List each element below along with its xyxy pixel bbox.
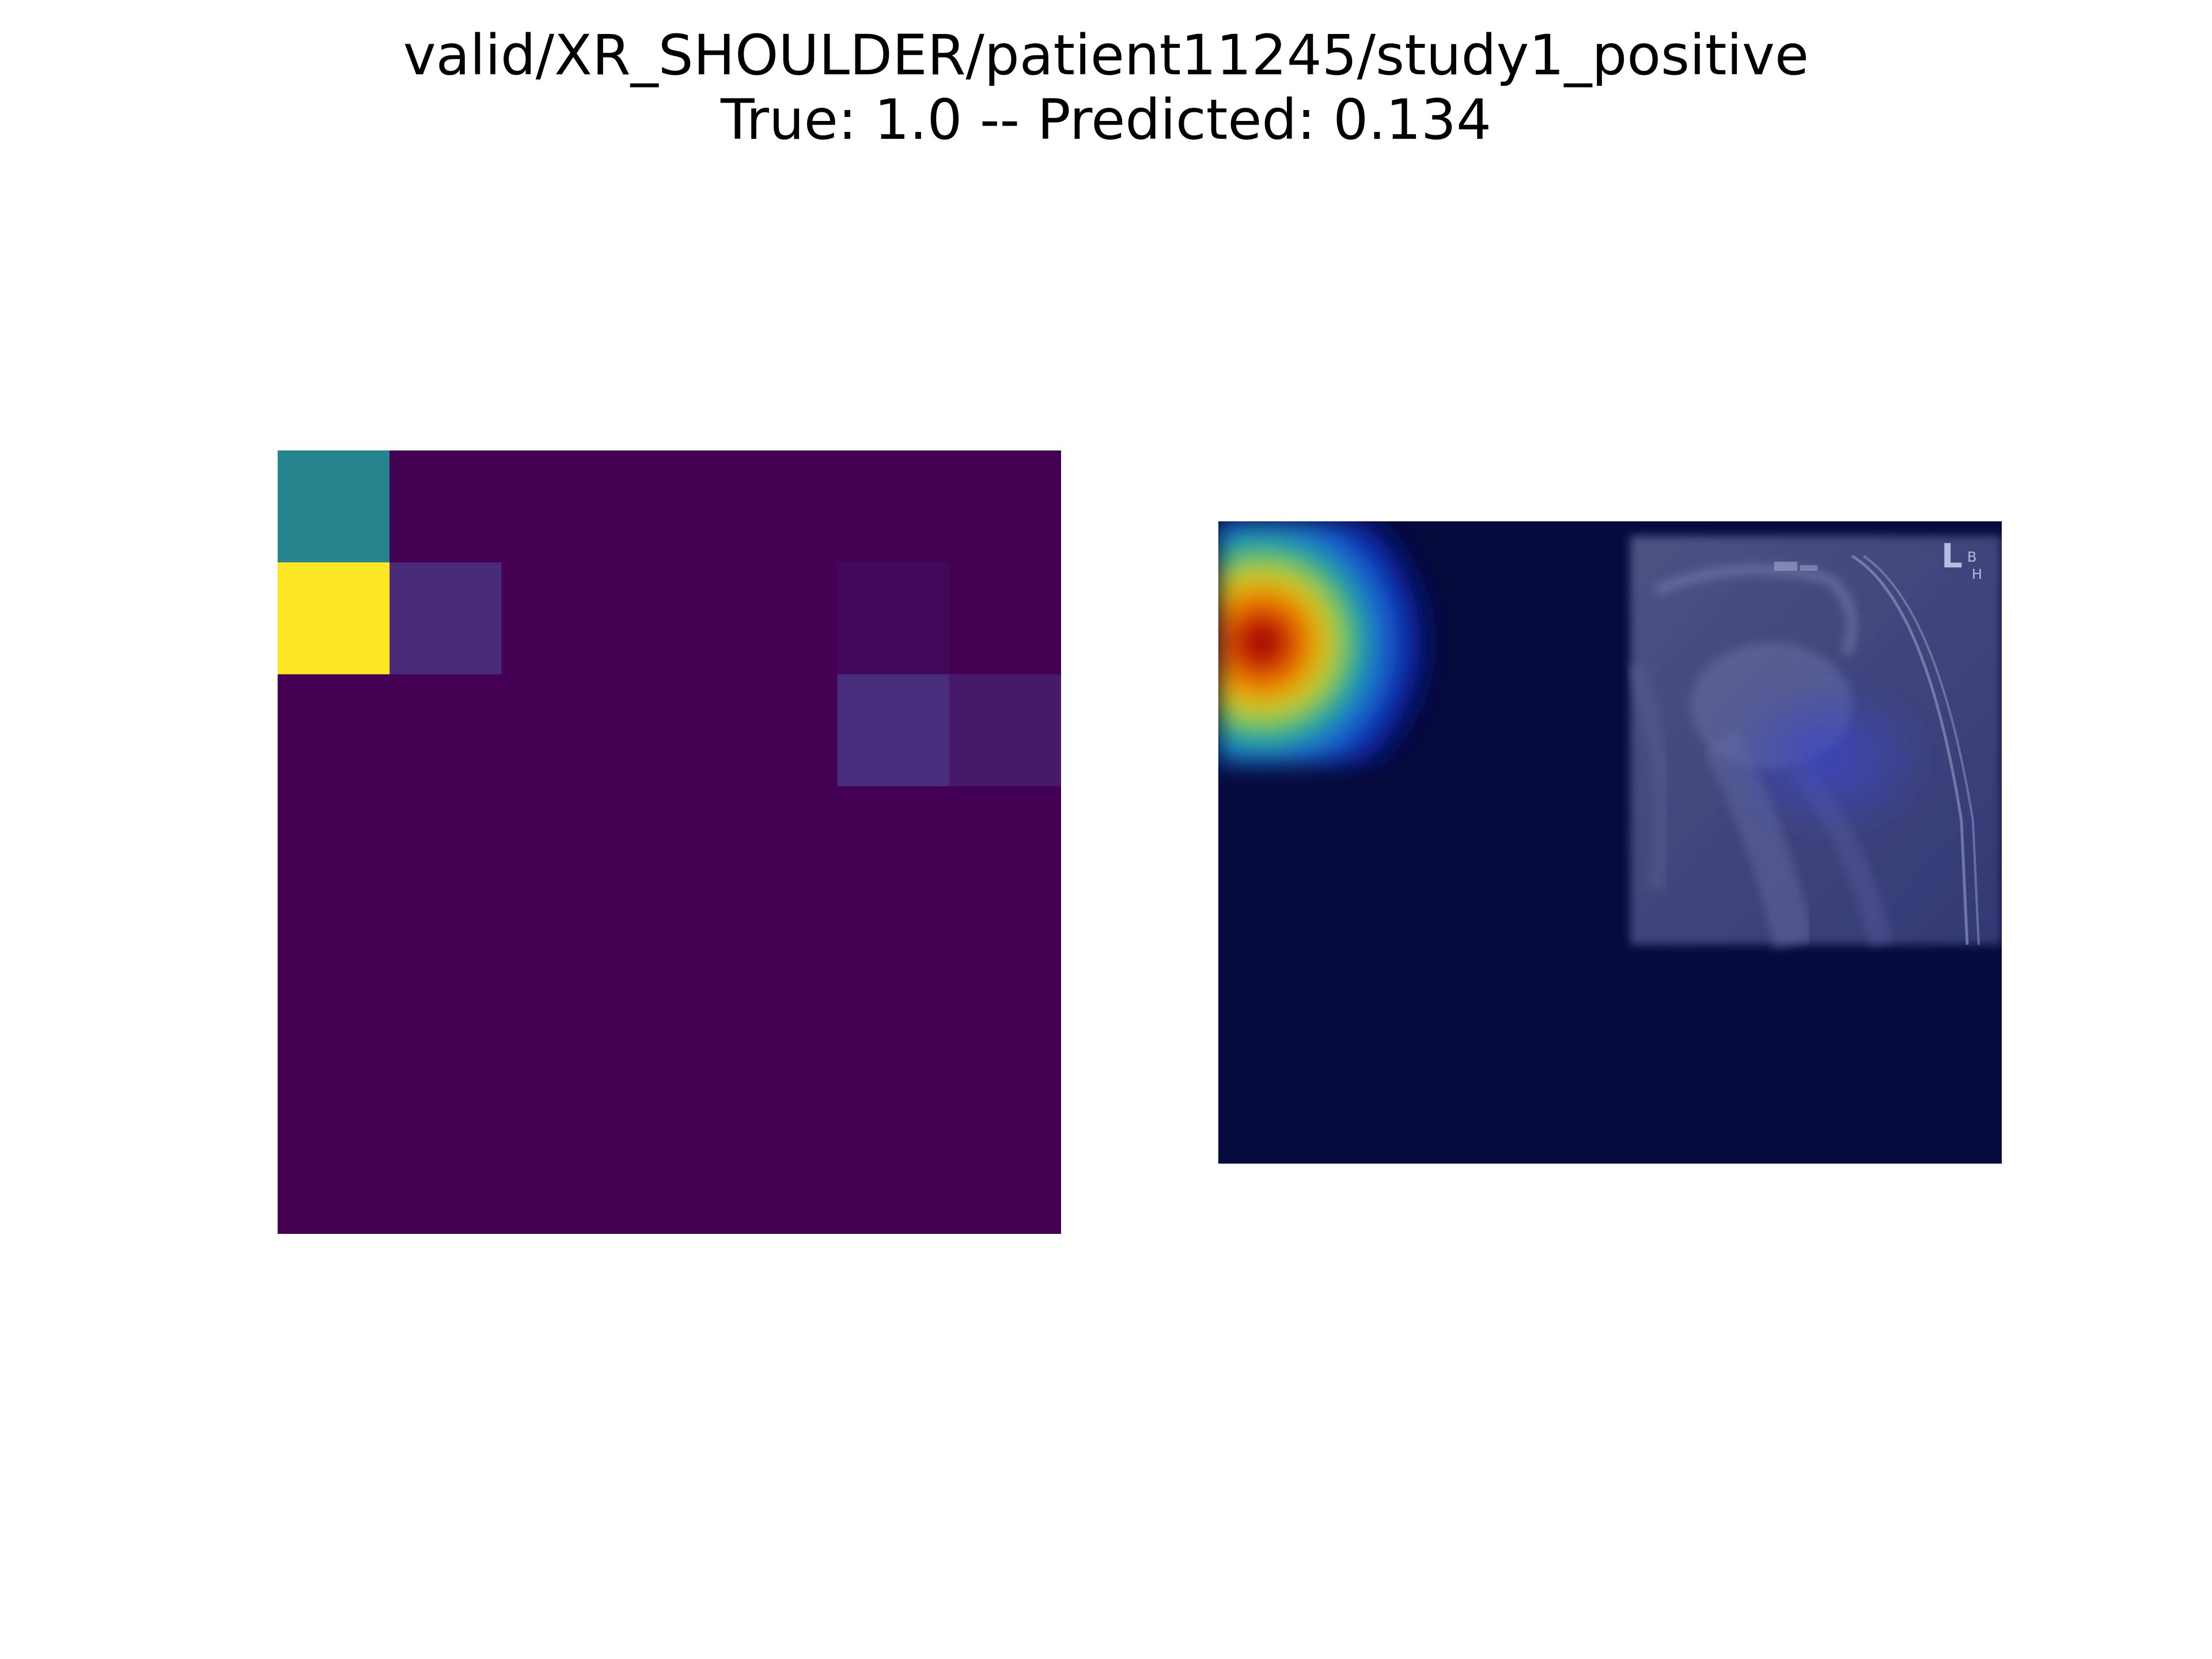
heatmap-cell-r3-c0 — [278, 786, 390, 899]
heatmap-cell-r1-c3 — [613, 562, 726, 675]
xray-overlay-image: L B H — [1218, 521, 2002, 1164]
heatmap-cell-r0-c4 — [725, 450, 838, 563]
heatmap-cell-r2-c2 — [501, 674, 614, 787]
heatmap-cell-r5-c2 — [501, 1010, 614, 1123]
activation-heatmap-svg — [278, 450, 1061, 1234]
heatmap-cell-r1-c2 — [501, 562, 614, 675]
heatmap-cell-r6-c6 — [949, 1122, 1061, 1234]
heatmap-cell-r2-c3 — [613, 674, 726, 787]
heatmap-cell-r1-c4 — [725, 562, 838, 675]
heatmap-cell-r1-c5 — [837, 562, 950, 675]
radiograph-side-marker: L — [1941, 536, 1963, 575]
heatmap-cell-r4-c1 — [389, 898, 502, 1010]
activation-heatmap — [278, 450, 1061, 1234]
heatmap-cell-r0-c5 — [837, 450, 950, 563]
heatmap-cell-r4-c3 — [613, 898, 726, 1010]
heatmap-cell-r4-c4 — [725, 898, 838, 1010]
heatmap-cell-r1-c1 — [389, 562, 502, 675]
heatmap-cell-r5-c3 — [613, 1010, 726, 1123]
title-line-path: valid/XR_SHOULDER/patient11245/study1_po… — [403, 23, 1809, 88]
heatmap-cell-r0-c3 — [613, 450, 726, 563]
heatmap-cell-r0-c2 — [501, 450, 614, 563]
humerus-activation-glow — [1725, 677, 1933, 838]
heatmap-cell-r6-c0 — [278, 1122, 390, 1234]
heatmap-cell-r3-c1 — [389, 786, 502, 899]
radiograph-small-marker-h: H — [1972, 566, 1982, 582]
title-line-prediction: True: 1.0 -- Predicted: 0.134 — [720, 88, 1492, 152]
heatmap-cell-r0-c0 — [278, 450, 390, 563]
heatmap-cell-r6-c2 — [501, 1122, 614, 1234]
heatmap-cell-r3-c3 — [613, 786, 726, 899]
heatmap-cell-r5-c6 — [949, 1010, 1061, 1123]
heatmap-cell-r2-c0 — [278, 674, 390, 787]
heatmap-cell-r1-c0 — [278, 562, 390, 675]
heatmap-cell-r3-c6 — [949, 786, 1061, 899]
heatmap-cell-r4-c2 — [501, 898, 614, 1010]
heatmap-cell-r5-c4 — [725, 1010, 838, 1123]
heatmap-cell-r6-c3 — [613, 1122, 726, 1234]
heatmap-cell-r4-c0 — [278, 898, 390, 1010]
radiograph-small-marker-b: B — [1967, 549, 1976, 565]
heatmap-cell-r0-c6 — [949, 450, 1061, 563]
heatmap-cell-r4-c6 — [949, 898, 1061, 1010]
heatmap-cell-r3-c2 — [501, 786, 614, 899]
heatmap-cell-r1-c6 — [949, 562, 1061, 675]
heatmap-cell-r3-c4 — [725, 786, 838, 899]
heatmap-cell-r6-c4 — [725, 1122, 838, 1234]
heatmap-cell-r6-c1 — [389, 1122, 502, 1234]
heatmap-cell-r2-c6 — [949, 674, 1061, 787]
heatmap-cell-r0-c1 — [389, 450, 502, 563]
heatmap-cell-r2-c4 — [725, 674, 838, 787]
activation-hotspot — [1218, 521, 1460, 763]
figure-title: valid/XR_SHOULDER/patient11245/study1_po… — [0, 23, 2212, 152]
heatmap-cell-r4-c5 — [837, 898, 950, 1010]
heatmap-cell-r2-c1 — [389, 674, 502, 787]
heatmap-cell-r5-c0 — [278, 1010, 390, 1123]
heatmap-cell-r3-c5 — [837, 786, 950, 899]
heatmap-cell-r6-c5 — [837, 1122, 950, 1234]
heatmap-cell-r5-c5 — [837, 1010, 950, 1123]
heatmap-cell-r5-c1 — [389, 1010, 502, 1123]
heatmap-cell-r2-c5 — [837, 674, 950, 787]
xray-overlay-svg: L B H — [1218, 521, 2002, 1164]
